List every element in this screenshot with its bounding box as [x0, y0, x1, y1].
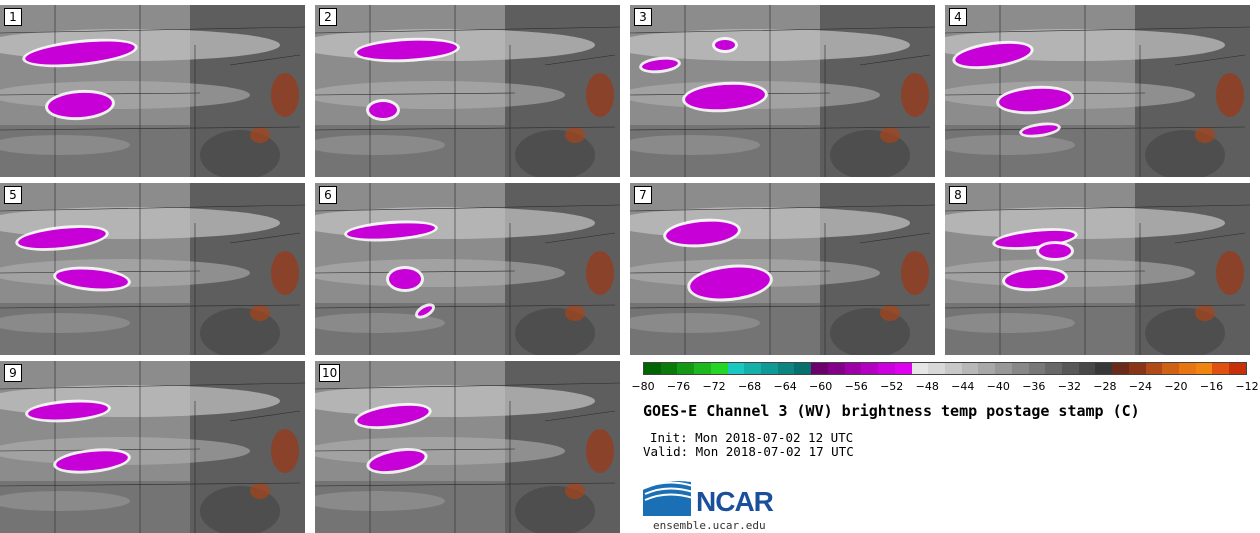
wv-image [315, 361, 620, 533]
colorbar-swatch [727, 363, 745, 374]
wv-image [945, 183, 1250, 355]
colorbar-swatch [811, 363, 828, 374]
colorbar-tick: −68 [737, 380, 762, 393]
wv-image [630, 183, 935, 355]
colorbar-swatch [1112, 363, 1129, 374]
colorbar-swatch [710, 363, 728, 374]
stamp-panel-2: 2 [315, 5, 620, 177]
colorbar-swatch [1195, 363, 1213, 374]
colorbar-swatch [844, 363, 862, 374]
wv-image [315, 183, 620, 355]
colorbar-swatch [995, 363, 1012, 374]
colorbar-swatch [694, 363, 711, 374]
colorbar-swatch [777, 363, 795, 374]
stamp-panel-10: 10 [315, 361, 620, 533]
stamp-panel-4: 4 [945, 5, 1250, 177]
colorbar-swatch [761, 363, 778, 374]
colorbar-tick: −24 [1128, 380, 1153, 393]
colorbar-swatch [1045, 363, 1062, 374]
site-url: ensemble.ucar.edu [653, 519, 766, 532]
wv-image [0, 361, 305, 533]
colorbar-swatch [1028, 363, 1046, 374]
panel-number-label: 5 [4, 186, 22, 204]
stamp-panel-5: 5 [0, 183, 305, 355]
colorbar [643, 362, 1247, 375]
panel-number-label: 1 [4, 8, 22, 26]
colorbar-tick: −28 [1093, 380, 1117, 393]
colorbar-swatch [1229, 363, 1246, 374]
colorbar-tick: −80 [631, 380, 655, 393]
panel-number-label: 3 [634, 8, 652, 26]
colorbar-tick: −44 [951, 380, 975, 393]
colorbar-tick: −36 [1022, 380, 1046, 393]
colorbar-swatch [1162, 363, 1179, 374]
colorbar-tick: −12 [1235, 380, 1259, 393]
stamp-panel-1: 1 [0, 5, 305, 177]
colorbar-swatch [1061, 363, 1079, 374]
stamp-panel-9: 9 [0, 361, 305, 533]
colorbar-swatch [1145, 363, 1163, 374]
colorbar-tick: −60 [809, 380, 833, 393]
colorbar-swatch [894, 363, 912, 374]
colorbar-swatch [644, 363, 661, 374]
colorbar-swatch [677, 363, 695, 374]
wv-image [630, 5, 935, 177]
colorbar-swatch [1095, 363, 1113, 374]
colorbar-swatch [1128, 363, 1146, 374]
colorbar-swatch [1078, 363, 1096, 374]
colorbar-tick: −16 [1199, 380, 1224, 393]
panel-number-label: 7 [634, 186, 652, 204]
colorbar-swatch [744, 363, 762, 374]
colorbar-tick: −76 [666, 380, 691, 393]
colorbar-tick: −20 [1164, 380, 1188, 393]
init-time: Init: Mon 2018-07-02 12 UTC [650, 430, 854, 445]
colorbar-swatch [1011, 363, 1029, 374]
colorbar-swatch [827, 363, 845, 374]
colorbar-swatch [911, 363, 929, 374]
colorbar-tick: −72 [702, 380, 726, 393]
colorbar-ticks: −80 −76 −72 −68 −64 −60 −56 −52 −48 −44 … [631, 380, 1258, 394]
stamp-panel-6: 6 [315, 183, 620, 355]
colorbar-tick: −48 [915, 380, 939, 393]
colorbar-tick: −56 [844, 380, 868, 393]
colorbar-swatch [660, 363, 678, 374]
colorbar-tick: −64 [773, 380, 797, 393]
wv-image [0, 183, 305, 355]
colorbar-swatch [878, 363, 895, 374]
panel-number-label: 10 [319, 364, 341, 382]
colorbar-swatch [794, 363, 812, 374]
wv-image [315, 5, 620, 177]
colorbar-swatch [861, 363, 879, 374]
colorbar-tick: −52 [880, 380, 904, 393]
logo-text: NCAR [696, 486, 774, 517]
wv-image [945, 5, 1250, 177]
colorbar-swatch [928, 363, 945, 374]
colorbar-swatch [1179, 363, 1196, 374]
product-title: GOES-E Channel 3 (WV) brightness temp po… [643, 402, 1140, 420]
colorbar-tick: −32 [1057, 380, 1081, 393]
colorbar-swatch [978, 363, 996, 374]
stamp-panel-8: 8 [945, 183, 1250, 355]
panel-number-label: 8 [949, 186, 967, 204]
stamp-panel-7: 7 [630, 183, 935, 355]
colorbar-tick: −40 [986, 380, 1010, 393]
valid-time: Valid: Mon 2018-07-02 17 UTC [643, 444, 854, 459]
panel-number-label: 6 [319, 186, 337, 204]
colorbar-swatch [961, 363, 979, 374]
panel-number-label: 9 [4, 364, 22, 382]
wv-image [0, 5, 305, 177]
colorbar-swatch [1212, 363, 1230, 374]
panel-number-label: 2 [319, 8, 337, 26]
panel-number-label: 4 [949, 8, 967, 26]
colorbar-swatch [944, 363, 962, 374]
stamp-panel-3: 3 [630, 5, 935, 177]
ncar-logo-icon [643, 481, 694, 516]
